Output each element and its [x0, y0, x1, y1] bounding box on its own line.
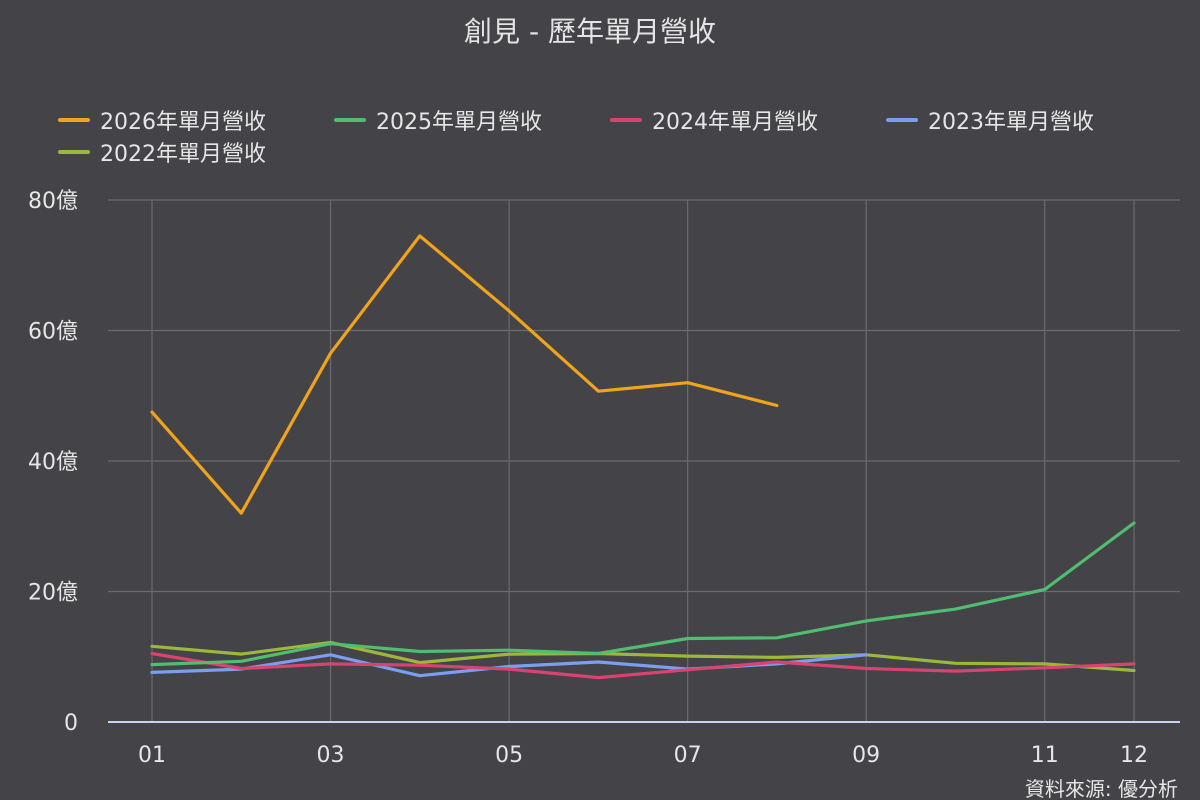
legend-swatch-2022 — [58, 150, 90, 154]
y-tick-label: 80億 — [28, 189, 78, 214]
legend-swatch-2024 — [610, 118, 642, 122]
legend-label-2026: 2026年單月營收 — [100, 110, 266, 135]
series-line-2022年單月營收[interactable] — [150, 640, 1136, 673]
axes: 0 20億 40億 60億 80億 01 03 05 07 09 11 12 — [28, 189, 1180, 768]
x-tick-label: 01 — [138, 743, 166, 768]
legend-item-2023[interactable]: 2023年單月營收 — [886, 104, 1094, 136]
x-tick-label: 09 — [852, 743, 880, 768]
legend-swatch-2025 — [334, 118, 366, 122]
x-tick-label: 07 — [674, 743, 702, 768]
x-tick-label: 11 — [1031, 743, 1059, 768]
legend-item-2024[interactable]: 2024年單月營收 — [610, 104, 818, 136]
legend-swatch-2026 — [58, 118, 90, 122]
y-tick-label: 60億 — [28, 320, 78, 345]
source-note: 資料來源: 優分析 — [1024, 777, 1178, 800]
series-line-2026年單月營收[interactable] — [150, 234, 779, 515]
legend-item-2026[interactable]: 2026年單月營收 — [58, 104, 266, 136]
series-lines — [150, 234, 1136, 680]
legend-item-2025[interactable]: 2025年單月營收 — [334, 104, 542, 136]
y-tick-label: 20億 — [28, 581, 78, 606]
legend-label-2025: 2025年單月營收 — [376, 110, 542, 135]
legend-label-2023: 2023年單月營收 — [928, 110, 1094, 135]
series-line-2024年單月營收[interactable] — [150, 651, 1136, 680]
x-tick-label: 05 — [495, 743, 523, 768]
x-tick-label: 12 — [1120, 743, 1148, 768]
y-tick-label: 40億 — [28, 450, 78, 475]
legend-item-2022[interactable]: 2022年單月營收 — [58, 136, 266, 168]
x-tick-label: 03 — [317, 743, 345, 768]
legend-swatch-2023 — [886, 118, 918, 122]
legend-label-2022: 2022年單月營收 — [100, 142, 266, 167]
grid — [108, 199, 1180, 722]
legend-label-2024: 2024年單月營收 — [652, 110, 818, 135]
chart-title: 創見 - 歷年單月營收 — [464, 15, 716, 48]
y-tick-label: 0 — [64, 711, 78, 736]
series-line-2025年單月營收[interactable] — [150, 521, 1136, 667]
